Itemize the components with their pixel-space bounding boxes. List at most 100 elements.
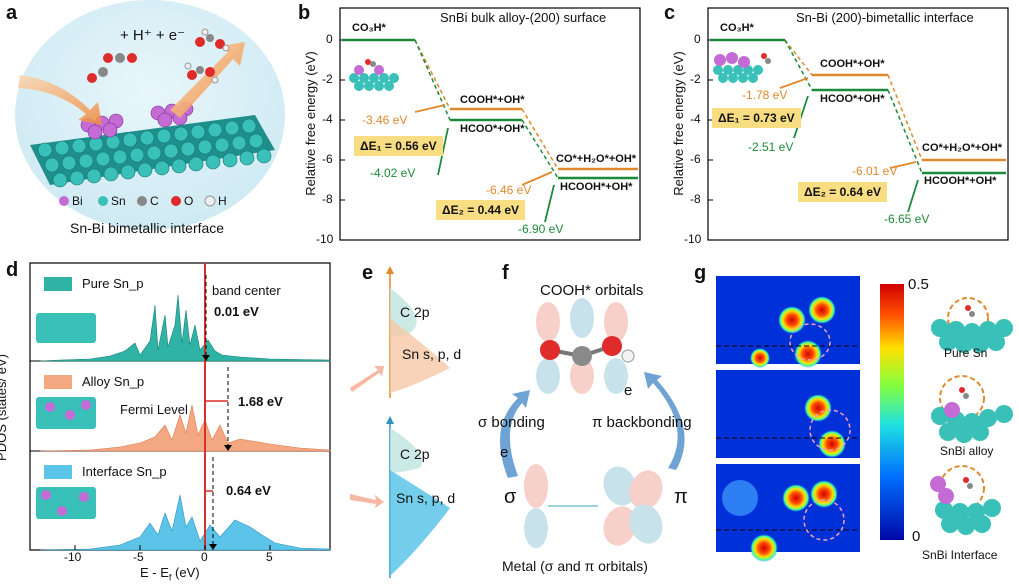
alloy-sn-spectrum <box>39 404 331 452</box>
chart-c-ytick-2: -4 <box>690 112 701 126</box>
connector-2a <box>521 108 559 170</box>
connector-1a <box>414 39 451 110</box>
sigma-bond-arrow <box>500 390 530 478</box>
model-alloy-sn <box>36 397 96 429</box>
connector-2a <box>887 74 923 161</box>
outgoing-arrow <box>170 42 245 118</box>
hcooh-molecule-top <box>195 28 230 52</box>
panel-b-label: b <box>298 2 311 24</box>
energy-b-2: -4.02 eV <box>370 166 416 180</box>
chart-b-ytick-1: -2 <box>322 72 333 86</box>
sn-bottom: Sn s, p, d <box>396 490 456 506</box>
legend-swatch-pure <box>44 277 72 291</box>
panel-b: b SnBi bulk alloy-(200) surface Relati <box>290 0 650 250</box>
connector-2b <box>521 119 559 179</box>
sn-peak-top <box>390 318 450 393</box>
chart-b-title: SnBi bulk alloy-(200) surface <box>440 10 607 25</box>
arrow-e4 <box>544 184 555 223</box>
delta-e1-box-b: ΔE₁ = 0.56 eV <box>354 136 443 156</box>
hcooh-molecule-mid <box>184 62 219 84</box>
legend-bi-dot <box>59 196 69 206</box>
sn-peak-bottom <box>390 470 450 576</box>
chart-b-ytick-4: -8 <box>322 192 333 206</box>
sigma-label: σ <box>504 486 517 508</box>
pdos-xlabel-sub: f <box>168 572 172 583</box>
c2p-peak-bottom <box>390 428 422 473</box>
chart-c-ylabel: Relative free energy (eV) <box>670 51 686 196</box>
connector-1b <box>414 39 451 121</box>
connector-2b <box>887 89 923 174</box>
state-co3h: CO₃H* <box>352 22 386 34</box>
band-center-interface-marker <box>209 544 217 550</box>
panel-a-equation: + H⁺ + e⁻ <box>120 27 186 44</box>
chart-b-ytick-2: -4 <box>322 112 333 126</box>
panel-e: e C 2p Sn s, p, d C 2p Sn s, p, d <box>350 258 480 582</box>
model-pure-sn <box>36 313 96 343</box>
band-center-alloy-marker <box>224 445 232 451</box>
incoming-arrow <box>18 75 102 125</box>
xtick-0: -10 <box>64 550 82 564</box>
legend-alloy: Alloy Sn_p <box>82 374 145 389</box>
plot-frame <box>339 7 641 241</box>
interface-sn-spectrum <box>39 494 331 551</box>
panel-a-label: a <box>6 2 18 24</box>
energy-c-4: -6.65 eV <box>884 212 930 226</box>
model-thumb-alloy <box>931 375 1013 443</box>
chart-b-ytick-3: -6 <box>322 152 333 166</box>
chart-c-ytick-5: -10 <box>684 232 702 246</box>
panel-g: g <box>694 258 1019 582</box>
colorbar-max: 0.5 <box>908 276 929 293</box>
shift-interface: 0.64 eV <box>226 483 271 498</box>
axis-bottom-arrow <box>386 416 394 424</box>
legend-h: H <box>218 194 227 208</box>
chart-c-ytick-1: -2 <box>690 72 701 86</box>
chart-c-title: Sn-Bi (200)-bimetallic interface <box>796 10 974 25</box>
panel-d: d PDOS (states/ eV) Pure Sn_p Alloy Sn_p <box>0 255 345 583</box>
state-co: CO*+H₂O*+OH* <box>556 153 637 165</box>
c2p-top: C 2p <box>400 304 430 320</box>
arrow-e2 <box>793 95 809 139</box>
legend-swatch-interface <box>44 465 72 479</box>
c2p-top-text: C 2p <box>400 304 430 320</box>
panel-a-illustration <box>15 0 285 230</box>
legend-interface: Interface Sn_p <box>82 464 167 479</box>
pure-sn-spectrum <box>39 294 331 362</box>
model-label-pure: Pure Sn <box>944 346 988 360</box>
legend-c: C <box>150 194 159 208</box>
pi-backbonding-label: π backbonding <box>592 414 692 431</box>
density-map-snbi-alloy <box>716 370 860 458</box>
model-label-alloy: SnBi alloy <box>940 444 994 458</box>
state-hcooh: HCOOH*+OH* <box>560 181 633 193</box>
xtick-2: 0 <box>201 550 208 564</box>
panel-d-label: d <box>6 259 19 281</box>
model-thumb-pure <box>931 297 1013 353</box>
panel-a-caption: Sn-Bi bimetallic interface <box>70 220 225 236</box>
panel-f-label: f <box>502 262 509 284</box>
co2-molecule <box>103 53 137 63</box>
state-cooh: COOH*+OH* <box>820 58 885 70</box>
metal-orbitals-label: Metal (σ and π orbitals) <box>502 558 648 574</box>
pdos-xlabel-main: E - E <box>140 565 169 580</box>
shift-alloy: 1.68 eV <box>238 394 283 409</box>
free-energy-chart-c <box>707 7 1009 241</box>
fermi-level-label: Fermi Level <box>120 402 188 417</box>
charge-density-maps <box>716 276 1013 562</box>
free-energy-chart-b <box>339 7 641 241</box>
arrow-e3 <box>889 161 917 169</box>
pi-backbond-arrow <box>644 372 685 470</box>
panel-c-label: c <box>664 2 676 24</box>
density-map-snbi-interface <box>716 464 860 562</box>
metal-orbitals <box>524 464 663 548</box>
legend-swatch-alloy <box>44 375 72 389</box>
arrow-e4 <box>907 179 919 213</box>
arrow-to-bottom <box>350 494 384 508</box>
connector-1a <box>784 39 813 76</box>
xtick-1: -5 <box>133 550 144 564</box>
chart-b-ytick-0: 0 <box>326 32 333 46</box>
model-label-interface: SnBi Interface <box>922 548 998 562</box>
legend-sn-dot <box>98 196 108 206</box>
panel-c: c Sn-Bi (200)-bimetallic interface Relat… <box>660 0 1019 250</box>
state-co: CO*+H₂O*+OH* <box>922 142 1003 154</box>
panel-f: f COOH* orbitals <box>478 258 718 582</box>
chart-b-ylabel: Relative free energy (eV) <box>302 51 318 196</box>
